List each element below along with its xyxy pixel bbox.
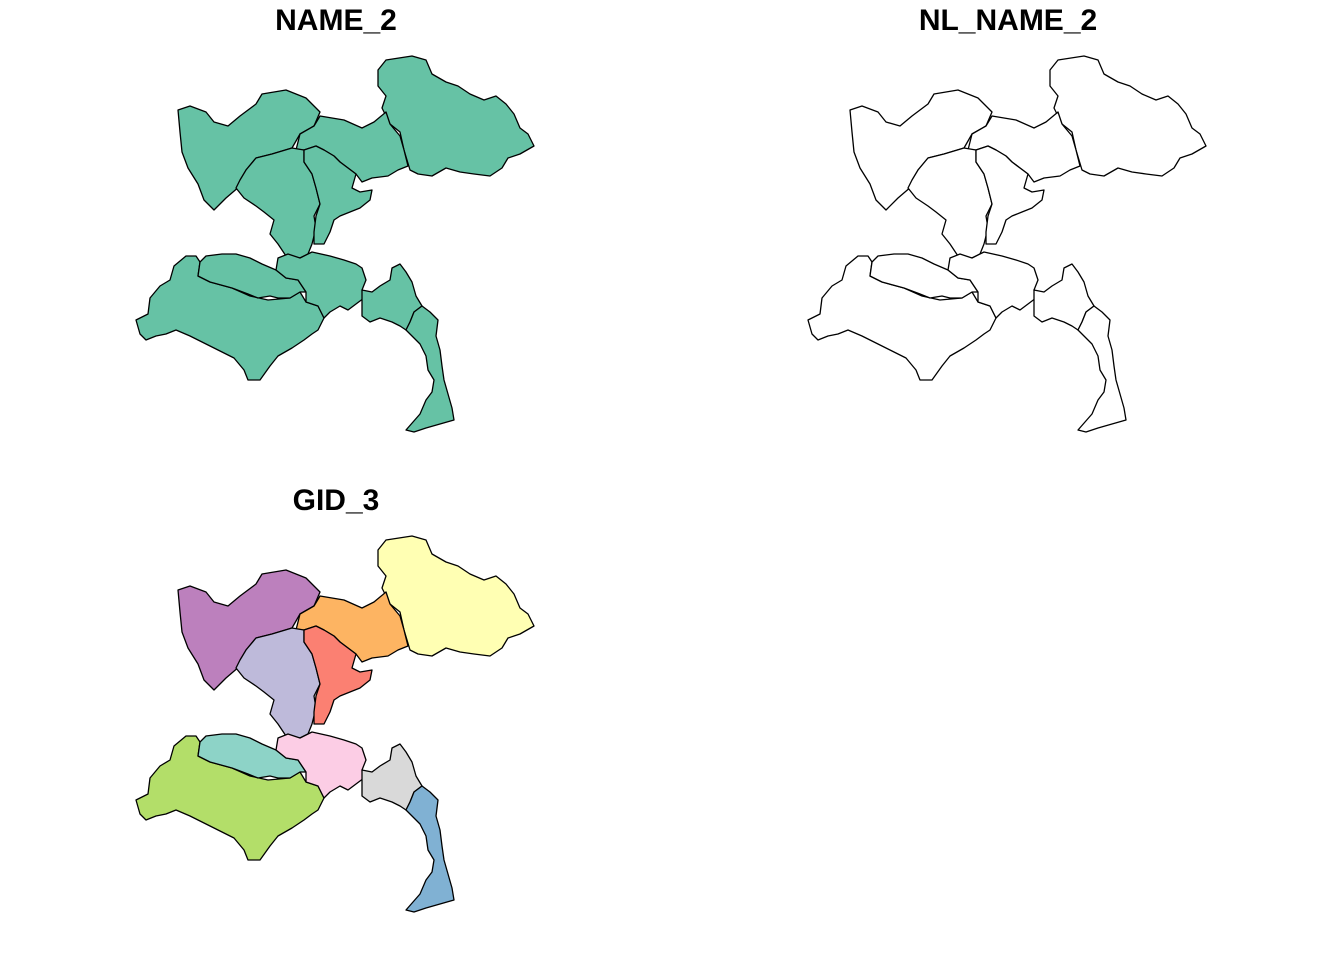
region-south-west-strip bbox=[869, 253, 979, 299]
region-north-west bbox=[177, 569, 321, 691]
map-panel-gid-3: GID_3 bbox=[0, 480, 672, 960]
region-center-west bbox=[235, 147, 321, 259]
region-center-west bbox=[907, 147, 993, 259]
region-north-east bbox=[377, 55, 535, 177]
region-south-tail bbox=[405, 785, 455, 913]
map-panel-name-2: NAME_2 bbox=[0, 0, 672, 480]
region-north-west bbox=[849, 89, 993, 211]
region-south-center bbox=[947, 251, 1039, 319]
panel-title: NL_NAME_2 bbox=[918, 4, 1098, 37]
panel-title: GID_3 bbox=[292, 484, 380, 517]
map-gid-3 bbox=[135, 535, 535, 913]
region-north-east bbox=[1049, 55, 1207, 177]
panel-title: NAME_2 bbox=[275, 4, 397, 37]
region-center-east bbox=[303, 625, 373, 725]
region-south-west-strip bbox=[197, 253, 307, 299]
region-north-east bbox=[377, 535, 535, 657]
region-north-west bbox=[177, 89, 321, 211]
region-center-west bbox=[235, 627, 321, 739]
region-south-tail bbox=[405, 305, 455, 433]
region-center-east bbox=[975, 145, 1045, 245]
region-south-west-strip bbox=[197, 733, 307, 779]
region-center-east bbox=[303, 145, 373, 245]
map-panel-nl-name-2: NL_NAME_2 bbox=[672, 0, 1344, 480]
region-south-center bbox=[275, 251, 367, 319]
region-south-center bbox=[275, 731, 367, 799]
map-nl-name-2 bbox=[807, 55, 1207, 433]
map-name-2 bbox=[135, 55, 535, 433]
region-south-tail bbox=[1077, 305, 1127, 433]
